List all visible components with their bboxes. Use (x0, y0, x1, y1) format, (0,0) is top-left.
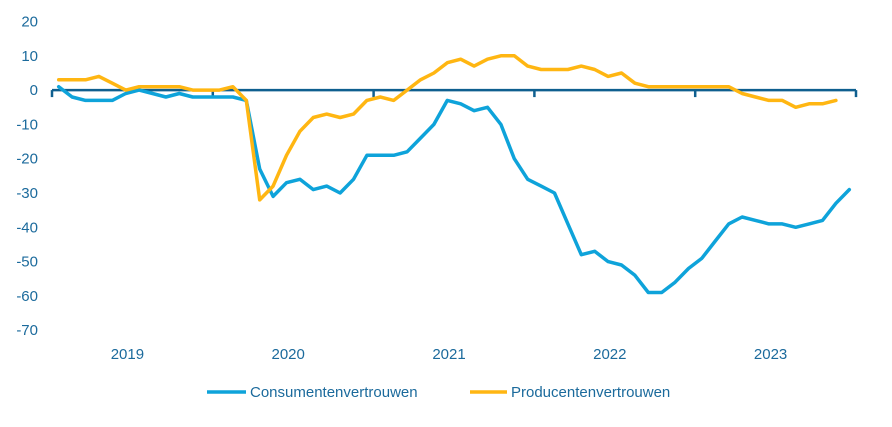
series-lines (56, 54, 852, 295)
y-tick-label: 0 (30, 82, 38, 99)
legend: Consumentenvertrouwen Producentenvertrou… (207, 384, 670, 401)
y-tick-label: -60 (16, 288, 38, 305)
x-year-label: 2020 (272, 346, 305, 363)
y-tick-label: -50 (16, 254, 38, 271)
y-tick-label: -10 (16, 116, 38, 133)
y-tick-label: 20 (21, 14, 38, 31)
x-year-label: 2022 (593, 346, 626, 363)
series-line-consumentenvertrouwen (56, 84, 852, 295)
legend-label-consumentenvertrouwen: Consumentenvertrouwen (250, 384, 418, 401)
series-line-producentenvertrouwen (56, 54, 838, 202)
y-tick-label: -20 (16, 151, 38, 168)
y-tick-label: -70 (16, 322, 38, 339)
x-year-label: 2023 (754, 346, 787, 363)
legend-label-producentenvertrouwen: Producentenvertrouwen (511, 384, 670, 401)
y-tick-label: -40 (16, 219, 38, 236)
y-tick-label: -30 (16, 185, 38, 202)
y-tick-label: 10 (21, 48, 38, 65)
x-axis-year-labels: 2019 2020 2021 2022 2023 (111, 346, 788, 363)
x-year-label: 2021 (432, 346, 465, 363)
y-axis-tick-labels: 20 10 0 -10 -20 -30 -40 -50 -60 -70 (16, 14, 38, 340)
x-year-label: 2019 (111, 346, 144, 363)
